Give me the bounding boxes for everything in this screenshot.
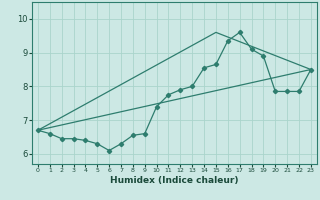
X-axis label: Humidex (Indice chaleur): Humidex (Indice chaleur) [110,176,239,185]
